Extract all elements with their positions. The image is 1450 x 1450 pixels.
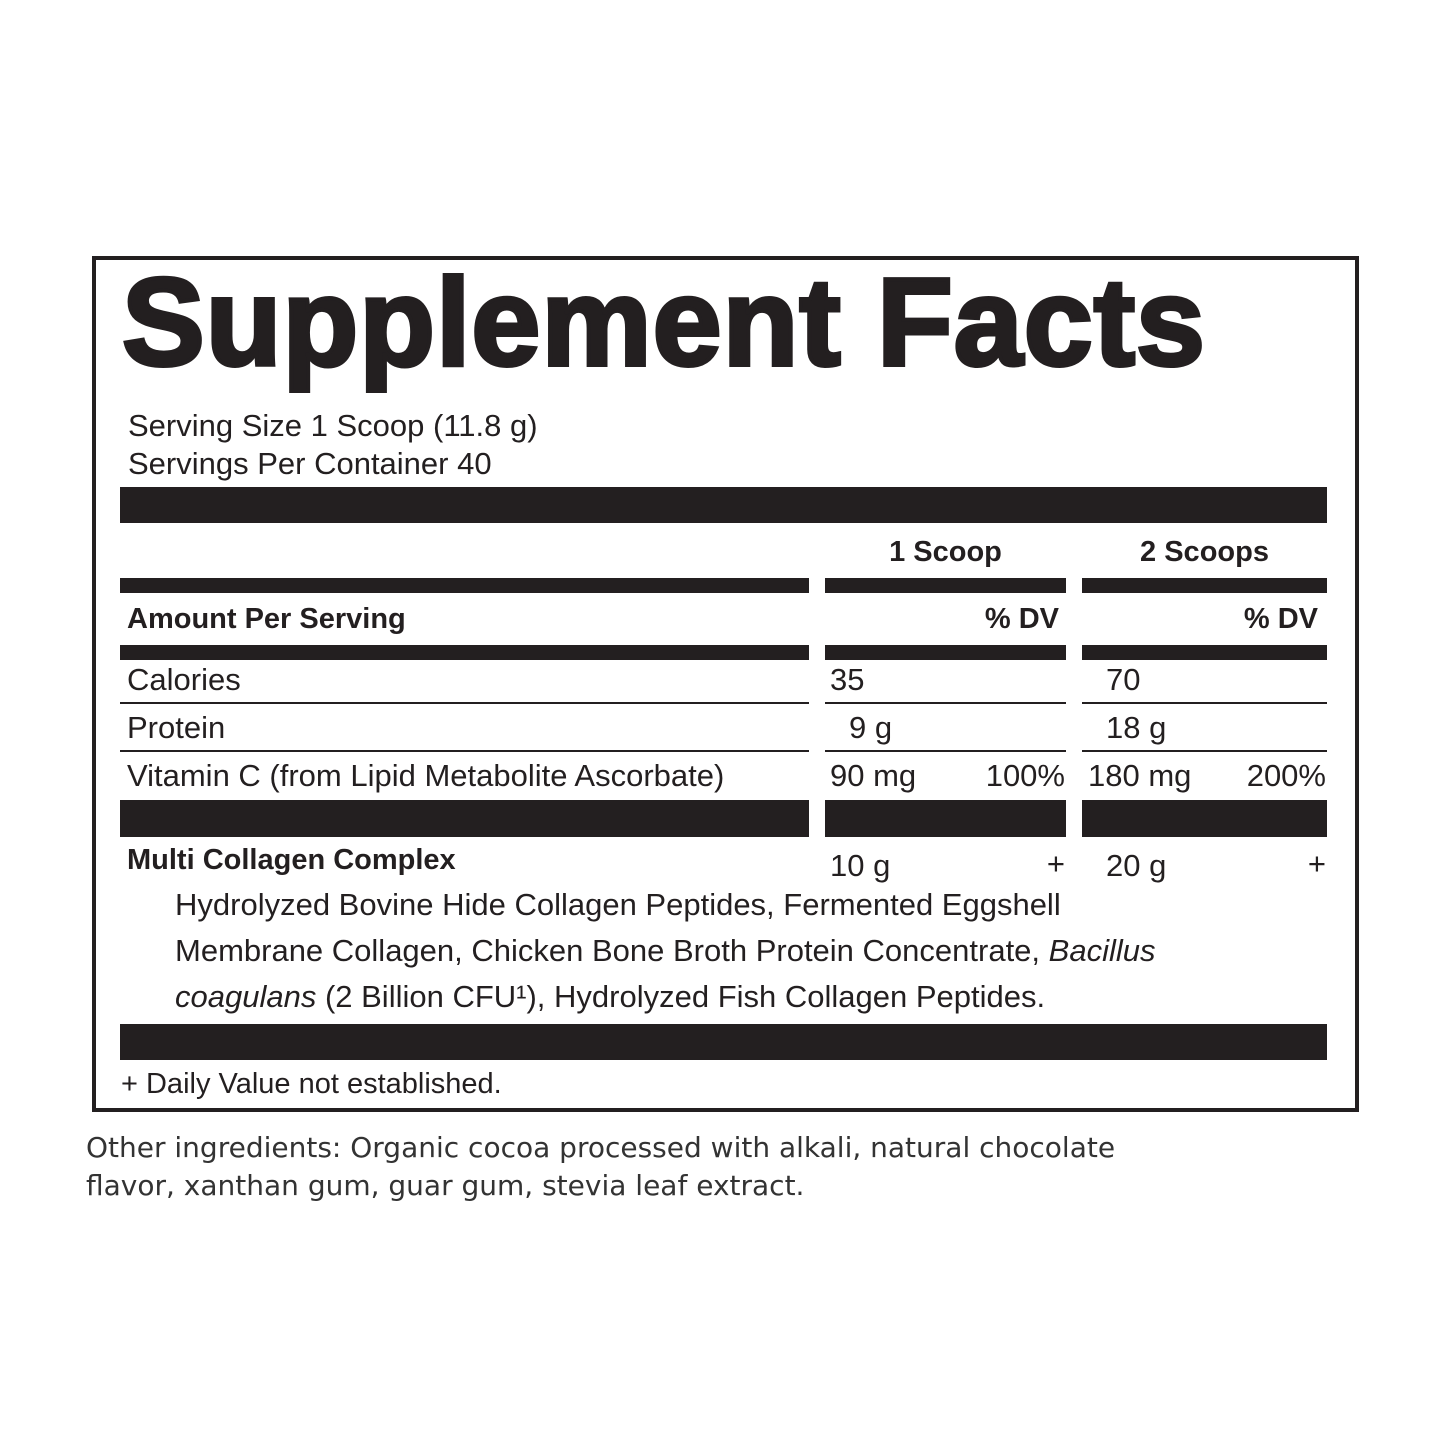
footnote: + Daily Value not established. <box>121 1068 502 1100</box>
ingredients-text: Membrane Collagen, Chicken Bone Broth Pr… <box>175 933 1049 968</box>
ingredients-italic-text: Bacillus <box>1048 933 1156 968</box>
other-ingredients: Other ingredients: Organic cocoa process… <box>86 1129 1115 1205</box>
row-rule <box>1082 702 1327 704</box>
row-rule <box>825 702 1066 704</box>
other-ingredients-line-1: Other ingredients: Organic cocoa process… <box>86 1131 1116 1164</box>
complex-dv-2: + <box>1307 846 1326 881</box>
divider-bar <box>120 487 1327 523</box>
row-protein-amount-1: 9 g <box>849 710 893 745</box>
complex-ingredients-line-3: coagulans (2 Billion CFU¹), Hydrolyzed F… <box>175 979 1045 1015</box>
complex-amount-2: 20 g <box>1106 848 1167 883</box>
row-vitamin-c-dv-1: 100% <box>985 758 1065 793</box>
ingredients-text: (2 Billion CFU¹), Hydrolyzed Fish Collag… <box>316 979 1046 1014</box>
servings-per-container: Servings Per Container 40 <box>128 446 492 481</box>
complex-name: Multi Collagen Complex <box>127 844 456 876</box>
dv-header-2: % DV <box>1243 603 1318 635</box>
column-header-2-scoops: 2 Scoops <box>1140 536 1269 568</box>
divider-bar <box>120 645 809 660</box>
complex-ingredients-line-1: Hydrolyzed Bovine Hide Collagen Peptides… <box>175 887 1061 922</box>
other-ingredients-line-2: flavor, xanthan gum, guar gum, stevia le… <box>86 1169 805 1202</box>
divider-bar <box>120 800 809 837</box>
row-vitamin-c-dv-2: 200% <box>1246 758 1326 793</box>
row-calories-name: Calories <box>127 662 241 697</box>
divider-bar <box>1082 645 1327 660</box>
complex-ingredients-line-2: Membrane Collagen, Chicken Bone Broth Pr… <box>175 933 1155 969</box>
divider-bar <box>1082 578 1327 593</box>
divider-bar <box>120 1024 1327 1060</box>
dv-header-1: % DV <box>984 603 1059 635</box>
panel-title: Supplement Facts <box>120 254 1207 392</box>
divider-bar <box>825 578 1066 593</box>
divider-bar <box>120 578 809 593</box>
amount-per-serving-header: Amount Per Serving <box>127 603 406 635</box>
supplement-facts-panel <box>92 256 1359 1112</box>
row-rule <box>120 702 809 704</box>
complex-dv-1: + <box>1046 846 1065 881</box>
row-calories-amount-1: 35 <box>830 662 865 697</box>
ingredients-italic-text: coagulans <box>175 979 317 1014</box>
row-rule <box>1082 750 1327 752</box>
divider-bar <box>825 800 1066 837</box>
row-protein-amount-2: 18 g <box>1106 710 1167 745</box>
row-vitamin-c-amount-1: 90 mg <box>830 758 917 793</box>
row-rule <box>120 750 809 752</box>
divider-bar <box>825 645 1066 660</box>
row-vitamin-c-amount-2: 180 mg <box>1088 758 1192 793</box>
column-header-1-scoop: 1 Scoop <box>889 536 1002 568</box>
row-vitamin-c-name: Vitamin C (from Lipid Metabolite Ascorba… <box>127 758 725 793</box>
serving-size: Serving Size 1 Scoop (11.8 g) <box>128 408 538 443</box>
row-protein-name: Protein <box>127 710 226 745</box>
row-calories-amount-2: 70 <box>1106 662 1141 697</box>
divider-bar <box>1082 800 1327 837</box>
complex-amount-1: 10 g <box>830 848 891 883</box>
row-rule <box>825 750 1066 752</box>
